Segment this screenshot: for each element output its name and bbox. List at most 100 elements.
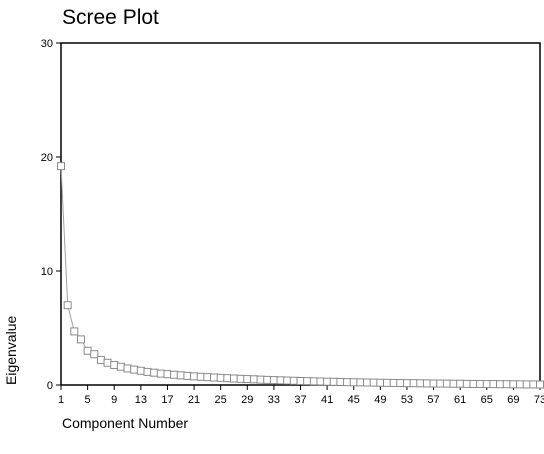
x-tick-label: 57 <box>427 394 439 406</box>
x-tick-label: 53 <box>401 394 413 406</box>
data-point <box>316 377 325 386</box>
data-point <box>130 365 139 374</box>
data-point <box>402 379 411 388</box>
chart-title: Scree Plot <box>62 6 159 29</box>
x-tick-label: 41 <box>321 394 333 406</box>
x-axis: 1 5 9 13 17 21 25 29 33 37 41 45 49 53 57 61 65 69 73 <box>58 385 544 406</box>
data-point <box>442 379 451 388</box>
data-point <box>356 378 365 387</box>
data-point <box>309 377 318 386</box>
data-point <box>183 371 192 380</box>
data-point <box>229 374 238 383</box>
data-point <box>436 379 445 388</box>
y-axis: 0 10 20 30 <box>41 38 61 392</box>
data-point <box>469 379 478 388</box>
data-point <box>96 355 105 364</box>
data-point <box>156 369 165 378</box>
data-point <box>223 374 232 383</box>
data-point <box>536 380 544 389</box>
data-point <box>103 358 112 367</box>
data-point <box>336 377 345 386</box>
data-point <box>416 379 425 388</box>
data-point <box>323 377 332 386</box>
x-tick-label: 49 <box>374 394 386 406</box>
x-tick-label: 61 <box>454 394 466 406</box>
data-point <box>243 375 252 384</box>
data-point <box>90 350 99 359</box>
data-point <box>136 366 145 375</box>
data-point <box>516 380 525 389</box>
y-tick-label: 30 <box>41 38 53 50</box>
x-tick-label: 33 <box>268 394 280 406</box>
data-point <box>63 301 72 310</box>
x-tick-label: 37 <box>294 394 306 406</box>
series-line <box>60 166 541 385</box>
x-tick-label: 73 <box>534 394 544 406</box>
x-axis-label: Component Number <box>62 415 189 431</box>
data-point <box>110 361 119 370</box>
x-tick-label: 5 <box>85 394 91 406</box>
data-point <box>163 370 172 379</box>
data-point <box>462 379 471 388</box>
data-point <box>489 380 498 389</box>
data-point <box>83 346 92 355</box>
data-point <box>116 362 125 371</box>
data-point <box>389 378 398 387</box>
x-tick-label: 69 <box>507 394 519 406</box>
data-point <box>123 364 132 373</box>
x-tick-label: 9 <box>111 394 117 406</box>
x-tick-label: 17 <box>161 394 173 406</box>
data-point <box>349 378 358 387</box>
data-point <box>449 379 458 388</box>
y-tick-label: 10 <box>41 266 53 278</box>
data-point <box>190 372 199 381</box>
x-tick-label: 29 <box>241 394 253 406</box>
data-point <box>57 162 65 171</box>
data-point <box>329 377 338 386</box>
data-point <box>509 380 518 389</box>
data-point <box>176 371 185 380</box>
data-point <box>456 379 465 388</box>
x-tick-label: 13 <box>135 394 147 406</box>
data-point <box>502 380 511 389</box>
data-point <box>363 378 372 387</box>
plot-frame <box>60 42 541 386</box>
data-point <box>76 335 85 344</box>
data-point <box>276 376 285 385</box>
data-point <box>249 375 258 384</box>
x-tick-label: 25 <box>215 394 227 406</box>
data-point <box>343 378 352 387</box>
data-point <box>529 380 538 389</box>
data-point <box>150 368 159 377</box>
y-tick-label: 20 <box>41 152 53 164</box>
data-point <box>236 374 245 383</box>
data-point <box>70 327 79 336</box>
data-point <box>429 379 438 388</box>
data-point <box>210 373 219 382</box>
data-point <box>422 379 431 388</box>
eigenvalue-series <box>57 162 544 389</box>
data-point <box>409 379 418 388</box>
data-point <box>196 372 205 381</box>
data-point <box>376 378 385 387</box>
data-point <box>143 367 152 376</box>
data-point <box>396 379 405 388</box>
data-point <box>283 376 292 385</box>
x-tick-label: 1 <box>58 394 64 406</box>
data-point <box>203 373 212 382</box>
data-point <box>522 380 531 389</box>
x-tick-label: 21 <box>188 394 200 406</box>
data-point <box>170 370 179 379</box>
data-point <box>482 380 491 389</box>
data-point <box>269 376 278 385</box>
x-tick-label: 45 <box>348 394 360 406</box>
data-point <box>476 379 485 388</box>
data-point <box>303 377 312 386</box>
data-point <box>369 378 378 387</box>
data-point <box>263 375 272 384</box>
data-point <box>256 375 265 384</box>
data-point <box>296 377 305 386</box>
data-point <box>496 380 505 389</box>
y-tick-label: 0 <box>47 380 53 392</box>
